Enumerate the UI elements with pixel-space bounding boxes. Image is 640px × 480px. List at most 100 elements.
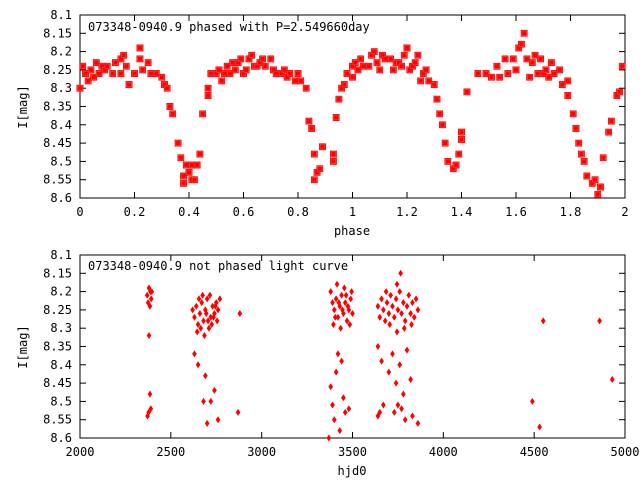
phased-y-axis-label: I[mag] xyxy=(16,85,30,128)
unphased-data-point xyxy=(331,321,336,329)
unphased-data-point xyxy=(394,328,400,336)
unphased-ticks xyxy=(79,254,626,439)
unphased-data-point xyxy=(410,412,415,420)
unphased-data-point xyxy=(337,427,343,435)
phased-chart-title: 073348-0940.9 phased with P=2.549660day xyxy=(88,20,370,34)
phased-data-point xyxy=(218,77,226,85)
phased-data-point xyxy=(458,128,465,136)
phased-data-point xyxy=(577,150,585,158)
phased-data-point xyxy=(509,55,517,63)
unphased-data-point xyxy=(415,306,421,314)
unphased-data-point xyxy=(348,295,354,303)
phased-data-point xyxy=(302,84,310,92)
phased-data-point xyxy=(310,176,318,184)
unphased-data-point xyxy=(144,291,150,299)
phased-x-tick-label: 0.8 xyxy=(287,205,309,219)
phased-chart: 8.1 8.15 8.2 8.25 8.3 8.35 8.4 8.45 8.5 8.55 8.6 0… xyxy=(16,8,629,238)
phased-data-point xyxy=(370,48,378,56)
phased-data-point xyxy=(591,176,599,184)
phased-data-point xyxy=(376,66,384,74)
phased-data-point xyxy=(365,62,373,70)
phased-x-tick-labels: 0 0.2 0.4 0.6 0.8 1 1.2 1.4 1.6 1.8 2 xyxy=(76,205,628,219)
phased-data-point xyxy=(190,176,198,184)
phased-data-point xyxy=(117,70,125,78)
unphased-data-point xyxy=(341,394,346,402)
phased-data-point xyxy=(231,66,239,74)
unphased-y-tick-label: 8.55 xyxy=(43,413,72,427)
phased-data-point xyxy=(163,84,171,92)
unphased-data-point xyxy=(201,397,206,405)
phased-data-point xyxy=(122,62,130,70)
phased-data-point xyxy=(414,51,422,59)
phased-data-point xyxy=(501,55,509,63)
unphased-data-point xyxy=(395,306,401,314)
phased-data-point xyxy=(605,128,613,136)
phased-x-tick-label: 1.8 xyxy=(560,205,582,219)
phased-data-point xyxy=(139,66,147,74)
unphased-data-point xyxy=(326,434,332,442)
phased-data-point xyxy=(242,66,250,74)
phased-x-tick-label: 0.4 xyxy=(178,205,200,219)
phased-data-point xyxy=(430,81,438,89)
phased-data-point xyxy=(452,161,460,169)
phased-data-point xyxy=(564,77,572,85)
phased-data-point xyxy=(504,70,512,78)
unphased-data-point xyxy=(334,280,340,288)
phased-x-axis-label: phase xyxy=(334,224,370,238)
unphased-data-point xyxy=(537,423,542,431)
unphased-data-point xyxy=(235,408,241,416)
phased-data-point xyxy=(79,62,87,70)
phased-data-point xyxy=(332,113,340,121)
phased-data-point xyxy=(403,44,411,52)
phased-data-point xyxy=(166,103,174,110)
unphased-data-point xyxy=(384,299,390,307)
unphased-x-tick-label: 5000 xyxy=(611,445,640,459)
phased-data-point xyxy=(308,124,316,132)
unphased-data-point xyxy=(415,419,421,427)
phased-y-tick-label: 8.25 xyxy=(43,63,72,77)
unphased-y-tick-label: 8.2 xyxy=(50,285,72,299)
unphased-data-point xyxy=(375,343,381,350)
phased-data-point xyxy=(496,73,504,81)
unphased-data-point xyxy=(609,375,615,383)
unphased-data-point xyxy=(330,401,335,409)
phased-x-tick-label: 1.4 xyxy=(451,205,473,219)
unphased-data-point xyxy=(215,416,221,424)
unphased-data-point xyxy=(399,405,404,413)
unphased-data-point xyxy=(379,357,384,365)
unphased-data-point xyxy=(381,401,386,409)
unphased-data-point xyxy=(193,302,199,310)
phased-data-point xyxy=(340,81,348,89)
phased-data-point xyxy=(169,110,177,118)
phased-data-point xyxy=(417,77,425,85)
unphased-data-point xyxy=(397,288,403,296)
unphased-data-point xyxy=(343,291,349,299)
unphased-data-point xyxy=(409,321,414,329)
unphased-data-point xyxy=(402,317,408,325)
phased-data-point xyxy=(76,84,84,92)
phased-data-point xyxy=(594,190,602,198)
phased-data-point xyxy=(583,172,591,180)
unphased-data-point xyxy=(190,306,195,314)
phased-y-tick-label: 8.5 xyxy=(50,154,72,168)
unphased-data-point xyxy=(335,350,341,358)
unphased-data-point xyxy=(341,284,347,292)
phased-data-point xyxy=(398,62,406,70)
unphased-data-point xyxy=(212,386,217,394)
phased-y-tick-label: 8.4 xyxy=(50,118,72,132)
phased-data-point xyxy=(512,66,520,74)
unphased-data-point xyxy=(339,291,344,299)
phased-data-point xyxy=(517,40,525,48)
phased-data-point xyxy=(125,81,133,89)
phased-data-point xyxy=(297,77,305,85)
phased-data-point xyxy=(596,183,604,191)
unphased-x-axis-label: hjd0 xyxy=(338,464,367,478)
unphased-data-point xyxy=(200,291,205,299)
unphased-data-point xyxy=(383,288,389,296)
unphased-data-point xyxy=(192,313,197,321)
unphased-data-point xyxy=(399,310,404,318)
phased-data-points xyxy=(76,29,626,198)
unphased-data-point xyxy=(332,416,337,424)
phased-data-point xyxy=(616,88,624,96)
